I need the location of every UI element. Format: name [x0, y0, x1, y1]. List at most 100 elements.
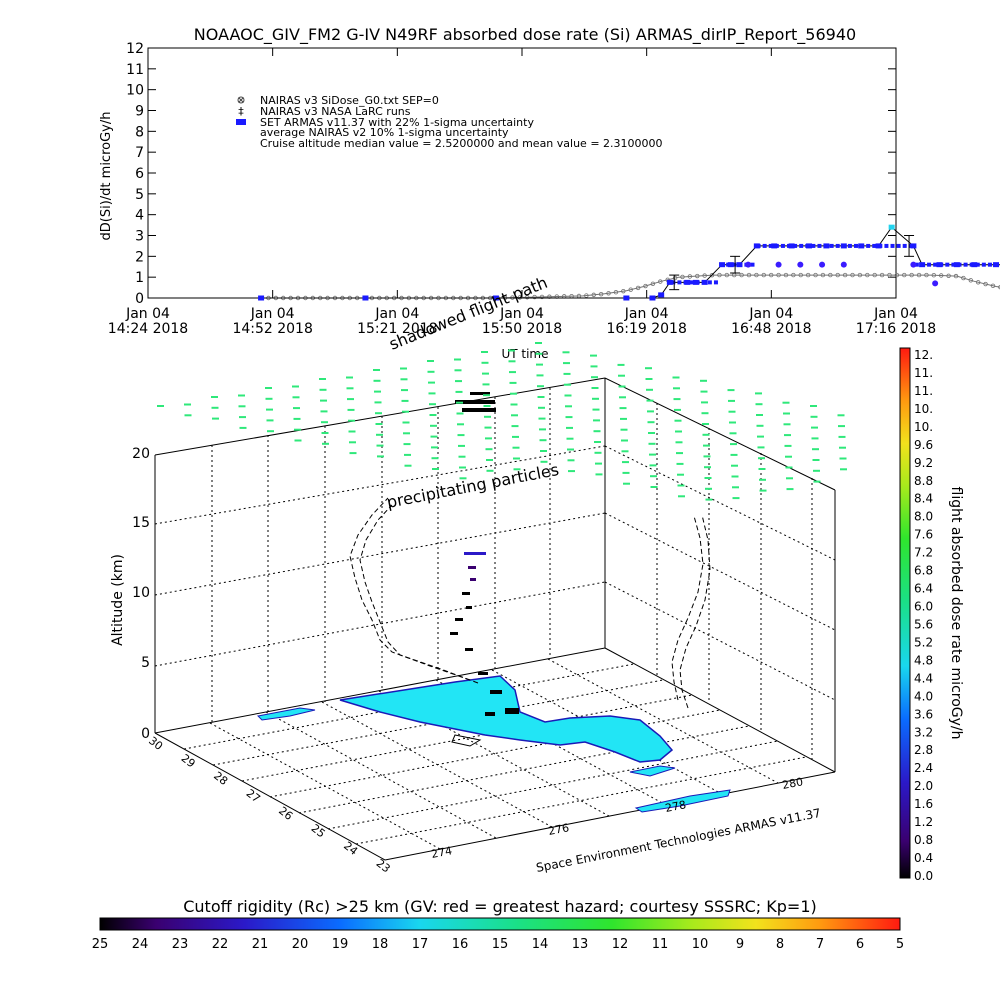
particle-symbol [730, 453, 738, 456]
particle-symbol [757, 446, 765, 449]
dose-rate-colorbar-ticks: 0.0 0.4 0.8 1.2 1.6 2.0 2.4 2.8 3.2 3.6 4.0 4.4 4.8 5… [914, 348, 933, 883]
particle-symbol [649, 464, 657, 467]
nairas-v3-point [628, 287, 633, 292]
particle-symbol [732, 486, 739, 489]
latitude-tick-label: 24 [341, 839, 360, 858]
particle-symbol [756, 414, 763, 416]
map-land [256, 675, 731, 813]
particle-symbol [292, 396, 300, 399]
x-tick-label-time: 15:50 2018 [482, 321, 562, 337]
particle-symbol [650, 486, 658, 488]
particle-symbol [732, 497, 740, 500]
x-tick-label-time: 16:19 2018 [606, 321, 686, 337]
armas-dip-point [775, 261, 782, 268]
particle-symbol [784, 444, 792, 447]
particle-symbol [621, 439, 628, 442]
armas-point [860, 243, 865, 248]
figure-title: NOAAOC_GIV_FM2 G-IV N49RF absorbed dose … [194, 25, 856, 45]
annotation-precipitating-particles: precipitating particles [385, 460, 560, 512]
particle-symbol [402, 410, 409, 413]
dose-rate-colorbar-gradient [899, 347, 911, 879]
particle-symbol [535, 352, 543, 355]
y-tick-label: 4 [135, 208, 144, 224]
particle-symbol [211, 396, 218, 398]
particle-symbol [567, 459, 575, 462]
nairas-v3-point [850, 272, 855, 278]
dose-rate-tick-label: 6.8 [914, 564, 933, 578]
nairas-v3-point [820, 272, 826, 278]
particle-symbol [672, 376, 680, 379]
particle-symbol [593, 430, 601, 433]
particle-symbol [812, 448, 819, 451]
nairas-v3-point [798, 272, 803, 278]
particle-symbol [646, 388, 653, 391]
particle-symbol [785, 466, 793, 469]
armas-point [732, 262, 737, 267]
cutoff-rigidity-tick-label: 5 [896, 937, 904, 952]
y-tick-label: 3 [135, 229, 144, 245]
particle-symbol [617, 363, 625, 366]
particle-symbol [810, 415, 818, 418]
nairas-v3-point [990, 283, 996, 289]
nairas-v3-point [606, 291, 611, 296]
particle-symbol [783, 412, 790, 415]
armas-point [677, 280, 682, 285]
armas-point [888, 224, 895, 230]
particle-symbol [677, 484, 685, 487]
dose-rate-tick-label: 6.0 [914, 600, 933, 614]
particle-symbol [512, 446, 520, 449]
particle-symbol [703, 444, 710, 447]
particle-symbol [674, 408, 681, 411]
z-tick-label: 20 [132, 446, 150, 462]
cutoff-rigidity-tick-label: 14 [532, 937, 549, 952]
particle-symbol [376, 444, 384, 447]
armas-point [975, 262, 980, 267]
latitude-tick-label: 28 [211, 769, 230, 788]
cutoff-rigidity-tick-label: 13 [572, 937, 589, 952]
dose-rate-tick-label: 8.4 [914, 492, 933, 506]
nairas-v3-point [879, 272, 885, 278]
particle-symbol [650, 475, 657, 478]
particle-symbol [319, 378, 326, 380]
nairas-v3-point [717, 272, 722, 278]
dose-rate-tick-label: 3.6 [914, 707, 933, 721]
particle-symbol [481, 351, 488, 353]
armas-point [805, 243, 810, 248]
legend-label-armas: SET ARMAS v11.37 with 22% 1-sigma uncert… [260, 116, 534, 129]
particle-symbol [239, 426, 247, 429]
particle-symbol [702, 433, 710, 436]
particle-symbol [404, 453, 411, 456]
x-tick-label-time: 14:52 2018 [232, 321, 312, 337]
armas-point [908, 243, 913, 248]
particle-symbol [485, 448, 493, 451]
particle-symbol [563, 372, 571, 375]
particle-symbol [320, 399, 327, 402]
particle-symbol [678, 495, 685, 498]
particle-symbol [458, 455, 466, 458]
armas-point [750, 262, 755, 267]
armas-point [817, 243, 822, 248]
particle-symbol [184, 403, 191, 406]
armas-point [884, 243, 889, 248]
particle-symbol [539, 428, 546, 431]
armas-point [866, 243, 871, 248]
armas-point [945, 262, 950, 267]
particle-symbol [593, 419, 600, 422]
particle-symbol [700, 390, 708, 393]
particle-symbol [673, 398, 681, 401]
armas-point [774, 243, 779, 248]
armas-point [671, 280, 676, 285]
nairas-v3-point [739, 272, 744, 278]
particle-symbol [265, 397, 273, 400]
particle-symbol [840, 468, 847, 471]
dose-rate-tick-label: 0.8 [914, 833, 933, 847]
particle-symbol [459, 477, 467, 480]
armas-point [799, 243, 804, 248]
particle-symbol [591, 376, 598, 379]
particle-symbol [811, 426, 818, 429]
dose-rate-tick-label: 12. [914, 348, 933, 362]
armas-point [914, 262, 919, 267]
particle-symbol [346, 376, 353, 379]
particle-symbol [508, 360, 516, 363]
dose-rate-tick-label: 2.0 [914, 779, 933, 793]
